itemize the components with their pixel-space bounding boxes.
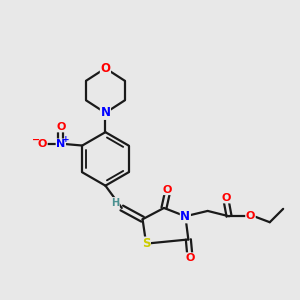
Text: O: O: [163, 184, 172, 194]
Text: O: O: [221, 193, 231, 203]
Text: N: N: [100, 106, 110, 119]
Text: N: N: [56, 139, 65, 149]
Text: +: +: [62, 134, 70, 143]
Text: N: N: [180, 210, 190, 223]
Text: O: O: [246, 211, 255, 221]
Text: −: −: [32, 135, 40, 145]
Text: S: S: [142, 237, 150, 250]
Text: O: O: [56, 122, 65, 132]
Text: O: O: [185, 253, 194, 263]
Text: H: H: [111, 198, 119, 208]
Text: O: O: [100, 62, 110, 75]
Text: O: O: [38, 139, 47, 149]
